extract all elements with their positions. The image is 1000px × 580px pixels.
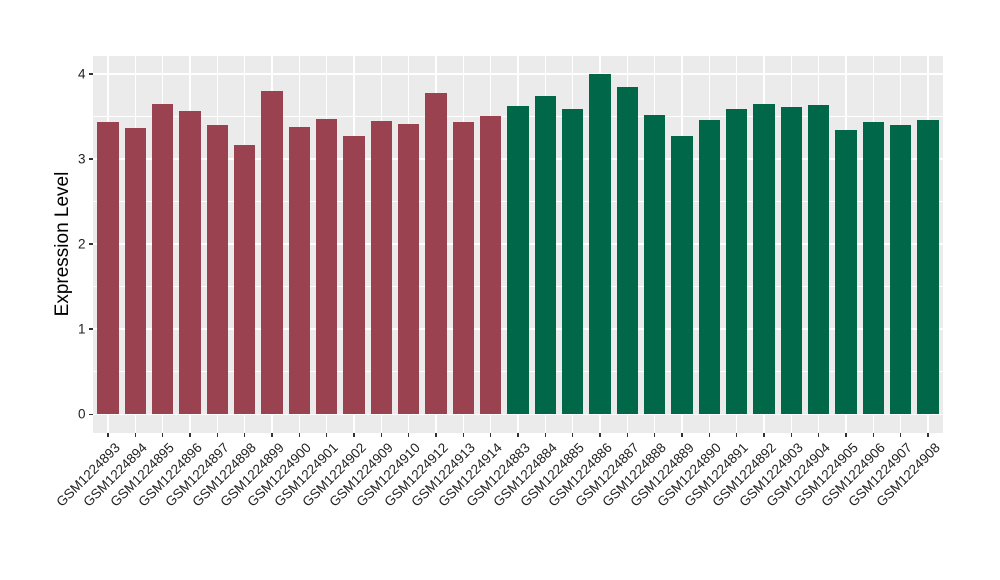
- x-tick: [817, 433, 820, 437]
- bar: [343, 135, 365, 415]
- y-tick: [88, 73, 93, 75]
- x-tick: [243, 433, 246, 437]
- x-tick: [107, 433, 109, 437]
- bar: [807, 104, 830, 415]
- bar: [124, 128, 147, 415]
- x-tick: [927, 433, 929, 437]
- bar: [616, 87, 639, 415]
- bar: [179, 111, 201, 415]
- bar: [917, 119, 939, 415]
- y-tick-label: 4: [77, 66, 86, 82]
- bar: [425, 93, 447, 415]
- x-tick: [435, 433, 437, 437]
- bar: [397, 124, 420, 415]
- bar: [206, 124, 229, 415]
- x-tick: [599, 433, 601, 437]
- x-tick: [735, 433, 738, 437]
- bar: [315, 118, 338, 415]
- bar: [643, 114, 666, 415]
- x-tick: [216, 433, 219, 437]
- bar: [780, 107, 803, 415]
- x-tick: [189, 433, 191, 437]
- x-tick: [489, 433, 492, 437]
- y-tick: [88, 328, 93, 330]
- y-tick: [88, 413, 93, 416]
- x-tick: [325, 433, 328, 437]
- bar: [698, 119, 721, 415]
- bar: [534, 95, 557, 415]
- y-tick-label: 1: [77, 321, 86, 337]
- bar: [589, 73, 611, 415]
- x-tick: [626, 433, 629, 437]
- y-tick-label: 2: [77, 236, 86, 252]
- x-tick: [708, 433, 711, 437]
- bar: [507, 106, 529, 415]
- x-tick: [517, 433, 519, 437]
- x-tick: [380, 433, 383, 437]
- x-tick: [161, 433, 164, 437]
- bar: [452, 121, 475, 415]
- x-tick: [790, 433, 793, 437]
- bar: [261, 90, 283, 415]
- bar: [671, 135, 693, 415]
- bar: [370, 120, 393, 415]
- bar: [151, 103, 174, 415]
- bar: [835, 130, 857, 415]
- x-tick: [407, 433, 410, 437]
- x-tick: [298, 433, 301, 437]
- x-tick: [462, 433, 465, 437]
- x-tick: [544, 433, 547, 437]
- bar: [753, 103, 775, 415]
- bar: [233, 145, 256, 415]
- y-tick-label: 3: [77, 151, 86, 167]
- chart-panel: [93, 56, 943, 433]
- x-tick: [872, 433, 875, 437]
- x-tick: [271, 433, 273, 437]
- bar: [862, 122, 885, 415]
- x-tick: [571, 433, 574, 437]
- x-tick: [653, 433, 656, 437]
- x-tick: [134, 433, 137, 437]
- bar: [288, 126, 311, 415]
- x-tick: [681, 433, 683, 437]
- bar: [889, 124, 912, 415]
- y-tick: [88, 158, 93, 160]
- bar: [725, 108, 748, 415]
- x-tick: [353, 433, 355, 437]
- y-tick-label: 0: [77, 406, 86, 422]
- bar: [479, 115, 502, 415]
- x-tick: [899, 433, 902, 437]
- y-tick: [88, 243, 93, 245]
- bar: [561, 108, 584, 415]
- bar: [97, 121, 119, 415]
- x-tick: [763, 433, 765, 437]
- x-tick: [845, 433, 847, 437]
